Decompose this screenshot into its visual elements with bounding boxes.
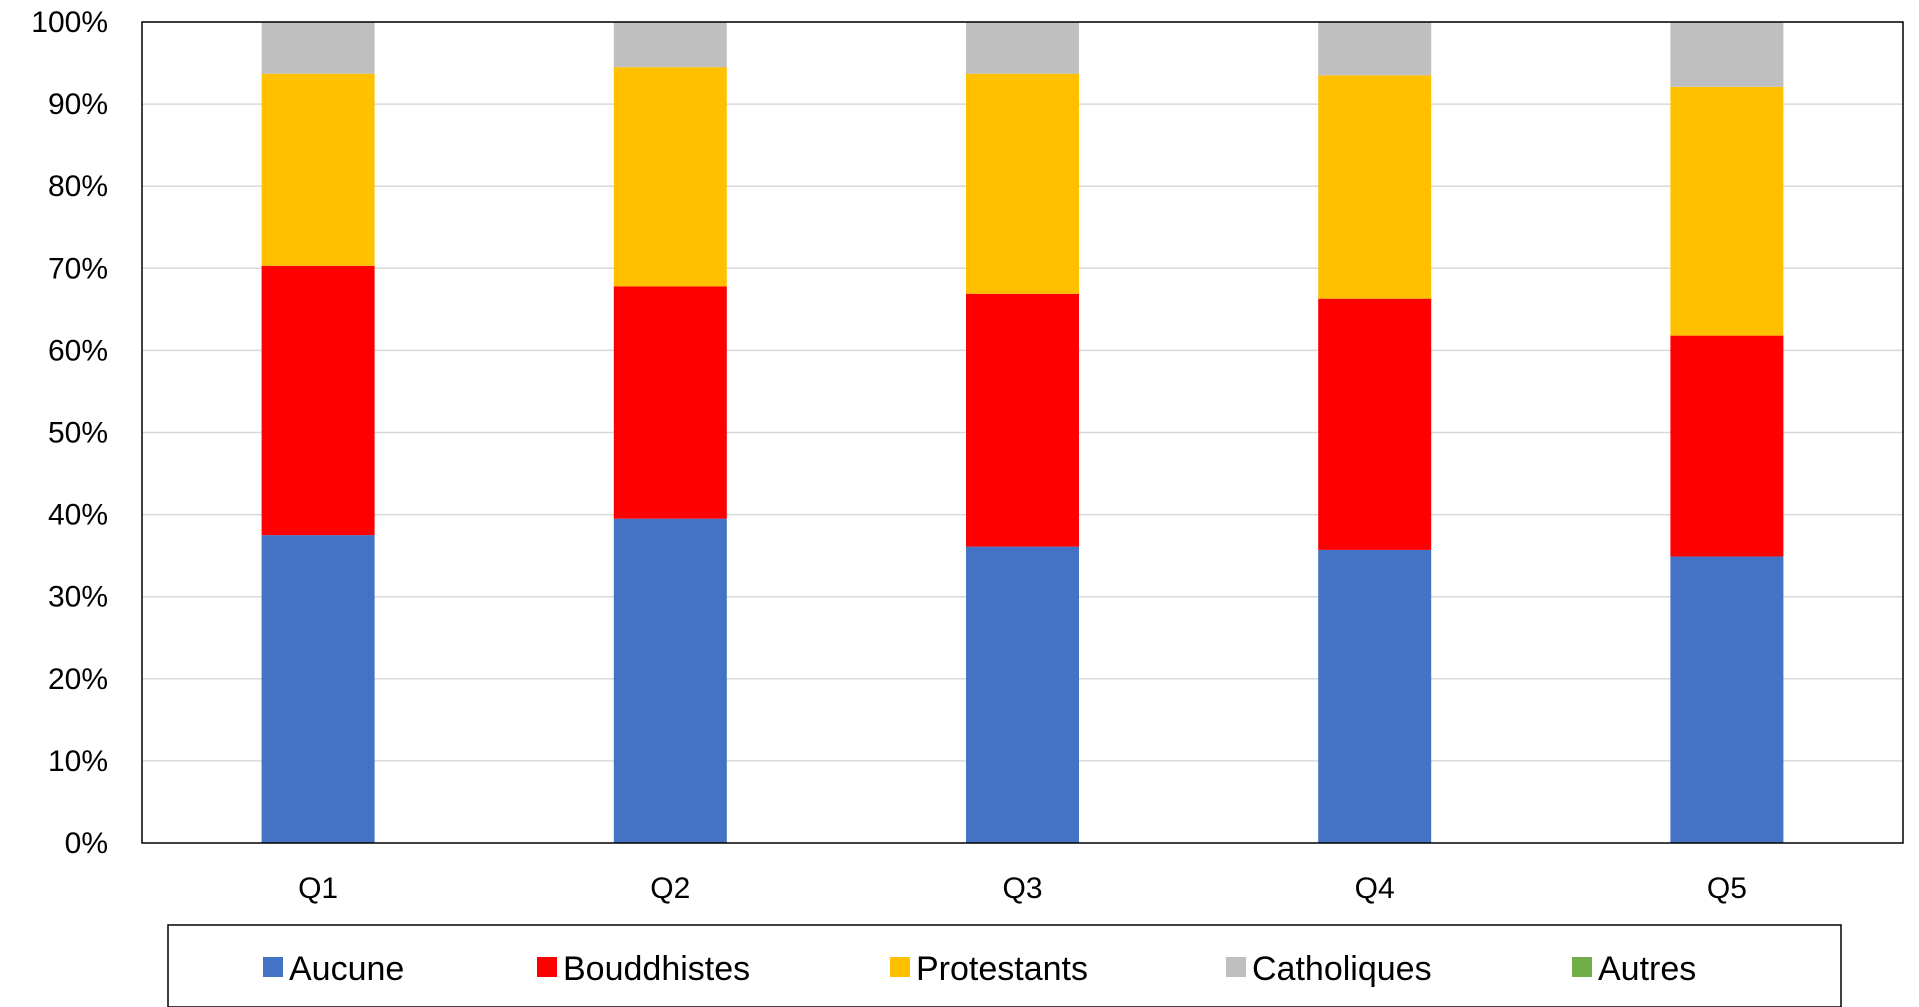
legend-swatch-protestants [890, 957, 910, 977]
bar-segment-catholiques-q1 [261, 22, 375, 74]
bar-segment-catholiques-q5 [1670, 22, 1784, 87]
legend-label-aucune: Aucune [289, 950, 404, 988]
bar-segment-protestants-q4 [1318, 75, 1432, 299]
x-tick-label: Q3 [1002, 872, 1042, 905]
legend-label-autres: Autres [1598, 950, 1696, 988]
y-tick-label: 90% [48, 88, 108, 121]
legend-box [167, 924, 1842, 1007]
bar-segment-bouddhistes-q1 [261, 265, 375, 536]
y-tick-label: 40% [48, 499, 108, 532]
bar-segment-protestants-q2 [613, 67, 727, 287]
bar-segment-aucune-q1 [261, 535, 375, 843]
y-tick-label: 70% [48, 252, 108, 285]
legend-label-catholiques: Catholiques [1252, 950, 1432, 988]
bar-segment-catholiques-q3 [966, 22, 1079, 74]
x-axis-tick-labels: Q1 Q2 Q3 Q4 Q5 [298, 872, 1747, 905]
y-tick-label: 50% [48, 417, 108, 450]
bar-segment-aucune-q5 [1670, 556, 1784, 843]
x-tick-label: Q5 [1707, 872, 1747, 905]
x-tick-label: Q4 [1355, 872, 1395, 905]
bars [261, 22, 1784, 843]
x-tick-label: Q1 [298, 872, 338, 905]
legend-swatch-catholiques [1226, 957, 1246, 977]
y-tick-label: 10% [48, 745, 108, 778]
legend-label-protestants: Protestants [916, 950, 1088, 988]
bar-segment-aucune-q3 [966, 546, 1079, 843]
y-tick-label: 100% [31, 6, 108, 39]
bar-segment-bouddhistes-q4 [1318, 298, 1432, 550]
legend-swatch-aucune [263, 957, 283, 977]
y-tick-label: 80% [48, 170, 108, 203]
bar-segment-protestants-q5 [1670, 86, 1784, 336]
bar-segment-bouddhistes-q5 [1670, 335, 1784, 557]
bar-segment-aucune-q2 [613, 518, 727, 843]
legend: Aucune Bouddhistes Protestants Catholiques A… [167, 924, 1842, 1007]
y-tick-label: 60% [48, 334, 108, 367]
bar-segment-catholiques-q2 [613, 22, 727, 68]
axes [141, 21, 1904, 844]
bar-segment-protestants-q1 [261, 73, 375, 266]
bar-segment-bouddhistes-q2 [613, 286, 727, 519]
plot-area-border [141, 21, 1904, 844]
y-tick-label: 20% [48, 663, 108, 696]
x-tick-label: Q2 [650, 872, 690, 905]
y-tick-label: 30% [48, 581, 108, 614]
legend-swatch-autres [1572, 957, 1592, 977]
y-axis-tick-labels: 0% 10% 20% 30% 40% 50% 60% 70% 80% 90% 100% [31, 6, 108, 860]
bar-segment-protestants-q3 [966, 73, 1079, 294]
bar-segment-aucune-q4 [1318, 549, 1432, 843]
legend-label-bouddhistes: Bouddhistes [563, 950, 750, 988]
legend-swatch-bouddhistes [537, 957, 557, 977]
bar-segment-catholiques-q4 [1318, 22, 1432, 76]
bar-segment-bouddhistes-q3 [966, 293, 1079, 547]
y-tick-label: 0% [65, 827, 108, 860]
